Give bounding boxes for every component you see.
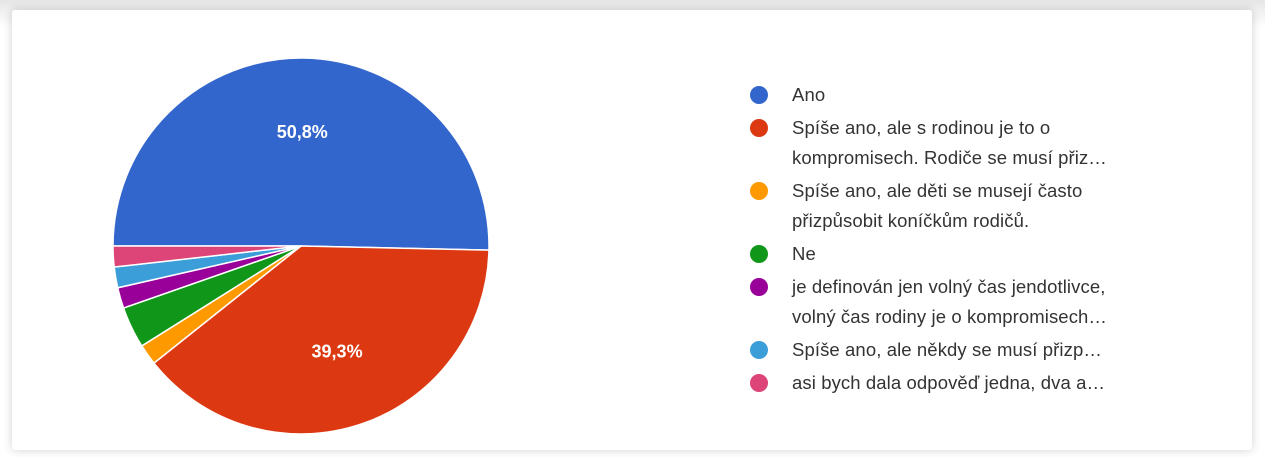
legend-swatch-icon xyxy=(750,278,768,296)
pie-slice-0 xyxy=(112,57,490,251)
slice-data-label-0: 50,8% xyxy=(277,122,328,142)
legend-swatch-icon xyxy=(750,119,768,137)
legend-swatch-icon xyxy=(750,374,768,392)
legend-label: asi bych dala odpověď jedna, dva a… xyxy=(792,372,1106,393)
legend-label: Ano xyxy=(792,84,826,105)
legend-label: Ne xyxy=(792,243,816,264)
legend-swatch-icon xyxy=(750,245,768,263)
legend-item: je definován jen volný čas jendotlivce, … xyxy=(748,272,1228,332)
legend-swatch-icon xyxy=(750,341,768,359)
legend-label: Spíše ano, ale děti se musejí často přiz… xyxy=(792,180,1083,231)
legend-swatch-icon xyxy=(750,182,768,200)
legend-label: je definován jen volný čas jendotlivce, … xyxy=(792,276,1108,327)
legend-item: Ano xyxy=(748,80,1228,110)
legend-item: Spíše ano, ale někdy se musí přizp… xyxy=(748,335,1228,365)
legend-swatch-icon xyxy=(750,86,768,104)
legend-label: Spíše ano, ale s rodinou je to o komprom… xyxy=(792,117,1107,168)
pie-slice-1 xyxy=(152,245,490,435)
legend-item: asi bych dala odpověď jedna, dva a… xyxy=(748,368,1228,398)
pie-chart: 50,8% 39,3% xyxy=(112,57,490,435)
legend-item: Spíše ano, ale s rodinou je to o komprom… xyxy=(748,113,1228,173)
chart-legend: Ano Spíše ano, ale s rodinou je to o komp… xyxy=(748,80,1228,401)
legend-label: Spíše ano, ale někdy se musí přizp… xyxy=(792,339,1102,360)
chart-card: 50,8% 39,3% Ano Spíše ano, ale s rodinou j… xyxy=(12,10,1252,450)
pie-slice-6 xyxy=(112,245,302,268)
legend-item: Spíše ano, ale děti se musejí často přiz… xyxy=(748,176,1228,236)
legend-item: Ne xyxy=(748,239,1228,269)
slice-data-label-1: 39,3% xyxy=(312,342,363,362)
